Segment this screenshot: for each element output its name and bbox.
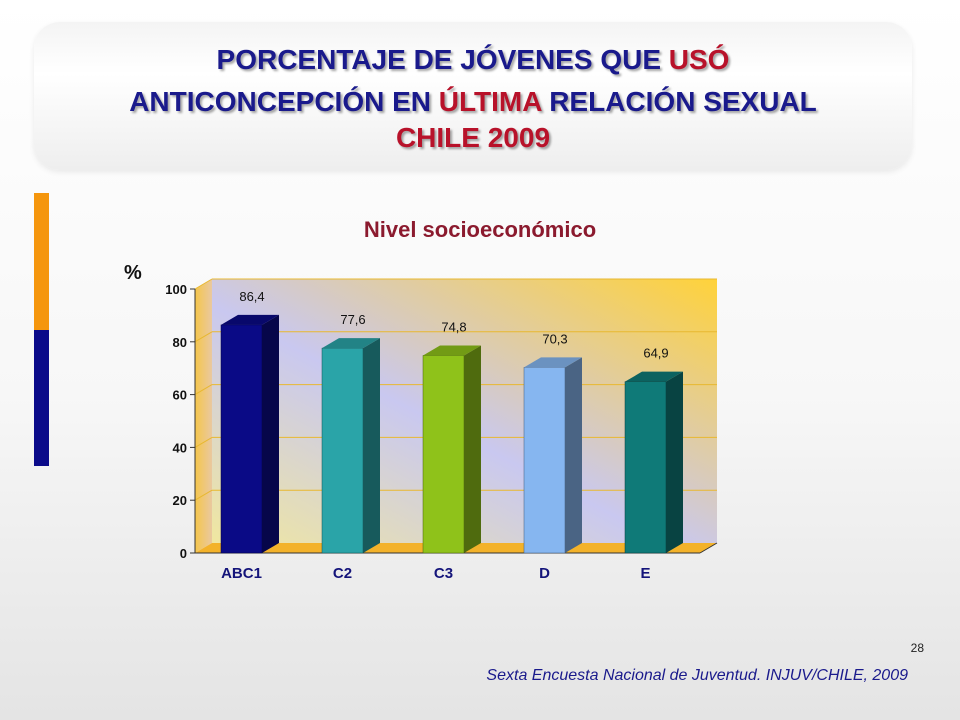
- x-tick-label: E: [640, 565, 650, 582]
- title-line-2-highlight: ÚLTIMA: [438, 86, 542, 117]
- title-line-2-suffix: RELACIÓN SEXUAL: [541, 86, 817, 117]
- x-axis-depth: [699, 542, 718, 554]
- x-tick-label: C3: [434, 565, 453, 582]
- source-citation: Sexta Encuesta Nacional de Juventud. INJ…: [486, 667, 908, 684]
- bar-c2: [321, 338, 380, 554]
- bar-top: [524, 357, 582, 368]
- y-tick-label: 60: [173, 388, 187, 403]
- gridline-side: [194, 384, 213, 396]
- title-line-2: ANTICONCEPCIÓN EN ÚLTIMA RELACIÓN SEXUAL: [34, 86, 912, 118]
- chart-labels: 0 20 40 60 80 100 86,4 ABC1 77,6 C2 74,8 C3 70,3 D 64,…: [165, 282, 668, 582]
- bar-top: [322, 338, 380, 349]
- bar-side: [262, 314, 279, 553]
- bar-side: [565, 357, 582, 553]
- chart-title: Nivel socioeconómico: [363, 217, 597, 242]
- bar-front: [220, 324, 263, 554]
- y-tick-label: 0: [180, 546, 187, 561]
- title-line-1-text: PORCENTAJE DE JÓVENES QUE: [216, 44, 669, 75]
- bar-front: [422, 355, 465, 554]
- bar-top: [625, 371, 683, 382]
- y-tick-label: 80: [173, 335, 187, 350]
- bar-d: [523, 357, 582, 554]
- x-tick-label: C2: [333, 565, 352, 582]
- title-line-3: CHILE 2009: [395, 122, 551, 153]
- data-label: 86,4: [239, 289, 264, 304]
- data-label: 77,6: [340, 312, 365, 327]
- bar-front: [624, 381, 667, 554]
- bar-side: [464, 345, 481, 553]
- x-tick-label: D: [539, 565, 550, 582]
- gridline-side: [194, 278, 213, 290]
- gridline-side: [194, 436, 213, 448]
- bar-side: [363, 338, 380, 553]
- gridline-side: [194, 489, 213, 501]
- y-tick-label: 100: [165, 282, 187, 297]
- bar-abc1: [220, 314, 279, 554]
- bar-e: [624, 371, 683, 554]
- chart-bars: [220, 314, 683, 554]
- data-label: 74,8: [441, 320, 466, 335]
- title-line-1-highlight: USÓ: [668, 44, 730, 75]
- accent-bar-orange: [34, 193, 49, 330]
- title-line-2-text: ANTICONCEPCIÓN EN: [129, 86, 439, 117]
- y-tick-label: 20: [173, 493, 187, 508]
- y-tick-label: 40: [173, 440, 187, 455]
- chart-side-wall: [195, 279, 212, 553]
- bar-top: [423, 345, 481, 356]
- page-number: 28: [910, 641, 924, 655]
- gridline-side: [194, 331, 213, 343]
- bar-front: [523, 367, 566, 554]
- y-axis-label: %: [124, 262, 142, 284]
- accent-bar-blue: [34, 330, 49, 466]
- bar-front: [321, 347, 364, 554]
- data-label: 70,3: [542, 331, 567, 346]
- x-tick-label: ABC1: [221, 565, 262, 582]
- bar-side: [666, 371, 683, 553]
- bar-c3: [422, 345, 481, 554]
- title-line-1: PORCENTAJE DE JÓVENES QUE USÓ: [34, 44, 912, 76]
- title-banner: PORCENTAJE DE JÓVENES QUE USÓ ANTICONCEP…: [34, 22, 912, 170]
- data-label: 64,9: [643, 346, 668, 361]
- bar-top: [221, 314, 279, 325]
